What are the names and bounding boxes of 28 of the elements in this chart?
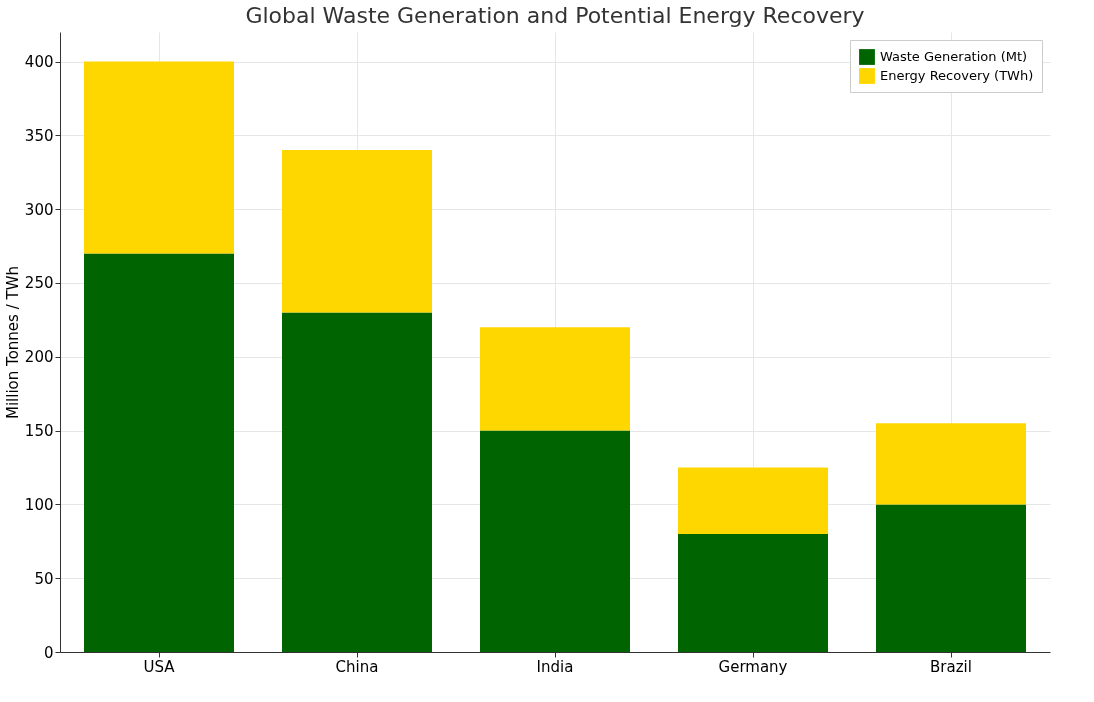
y-tick-label: 400 [24, 53, 54, 72]
x-tick-label: USA [143, 657, 176, 676]
bar [84, 61, 234, 254]
x-tick-label: Brazil [930, 657, 972, 676]
bar [678, 467, 828, 534]
y-tick-label: 0 [43, 643, 54, 662]
x-tick-label: India [536, 657, 574, 676]
y-tick-label: 300 [24, 200, 54, 219]
bar [876, 504, 1026, 652]
y-tick-label: 200 [24, 348, 54, 367]
bar [480, 430, 630, 652]
legend-label: Energy Recovery (TWh) [880, 68, 1034, 83]
y-tick-label: 150 [24, 422, 54, 441]
bar [282, 150, 432, 313]
bar [84, 253, 234, 652]
bar [876, 423, 1026, 505]
y-tick-label: 100 [24, 495, 54, 514]
bar [480, 327, 630, 431]
chart-title: Global Waste Generation and Potential Energy Recovery [245, 3, 865, 28]
legend-label: Waste Generation (Mt) [880, 49, 1028, 64]
y-tick-label: 350 [24, 126, 54, 145]
bar [678, 533, 828, 652]
x-tick-label: Germany [718, 657, 788, 676]
bar [282, 312, 432, 652]
y-axis-title: Million Tonnes / TWh [3, 265, 22, 420]
y-tick-label: 50 [34, 569, 54, 588]
x-tick-label: China [335, 657, 379, 676]
y-tick-label: 250 [24, 274, 54, 293]
